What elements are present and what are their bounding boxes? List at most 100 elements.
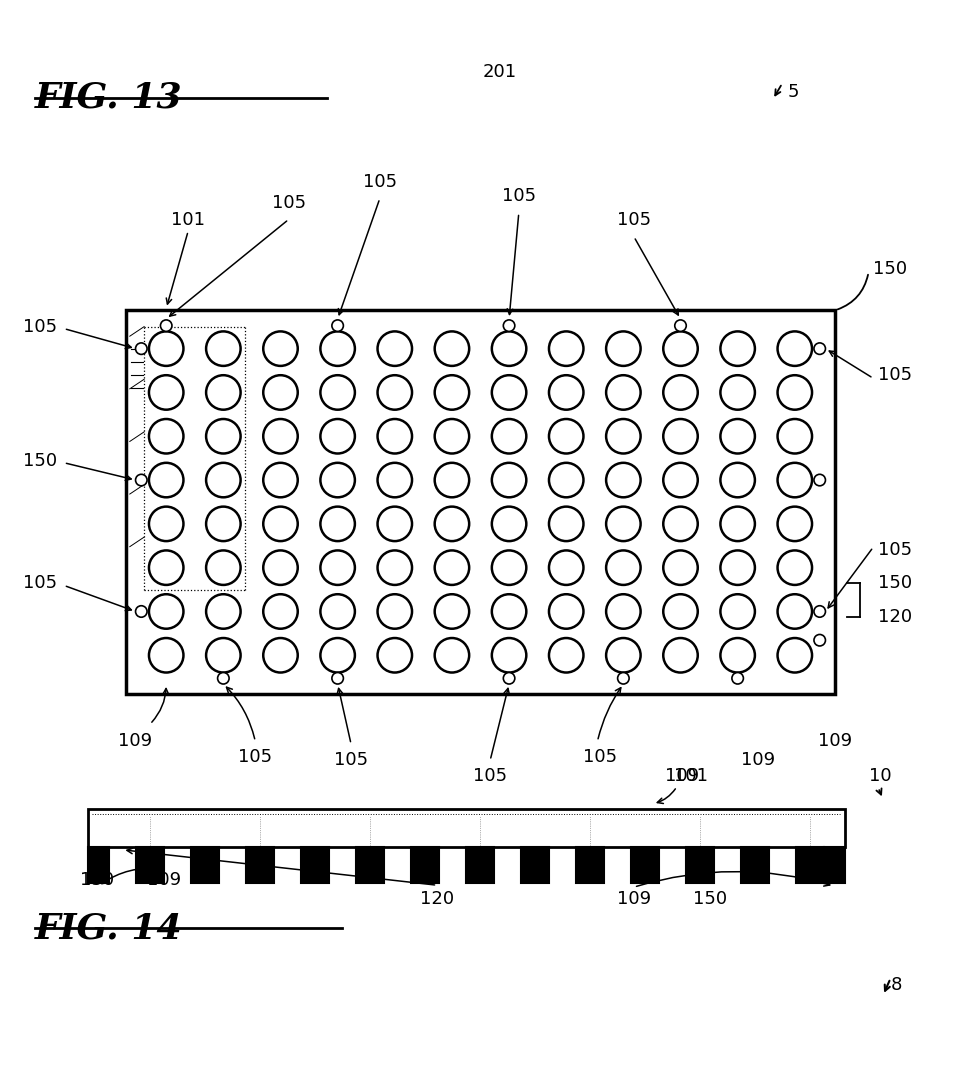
Circle shape: [606, 507, 641, 541]
Text: 105: 105: [617, 211, 651, 229]
Text: 150: 150: [694, 890, 727, 908]
Circle shape: [206, 419, 240, 453]
Circle shape: [777, 550, 812, 585]
Circle shape: [721, 463, 755, 497]
Bar: [191, 847, 219, 884]
Circle shape: [663, 463, 698, 497]
Text: 105: 105: [272, 194, 306, 212]
Circle shape: [149, 638, 184, 673]
Circle shape: [606, 375, 641, 410]
Circle shape: [721, 638, 755, 673]
Circle shape: [332, 673, 343, 684]
Text: 120: 120: [878, 608, 912, 625]
Bar: [521, 847, 549, 884]
Circle shape: [606, 638, 641, 673]
Circle shape: [492, 331, 527, 366]
Circle shape: [206, 375, 240, 410]
Text: 109: 109: [617, 890, 651, 908]
Circle shape: [206, 594, 240, 629]
Circle shape: [320, 594, 355, 629]
Bar: [576, 847, 604, 884]
Circle shape: [549, 594, 583, 629]
Circle shape: [606, 594, 641, 629]
Bar: [246, 847, 274, 884]
Text: 105: 105: [334, 751, 368, 769]
Bar: [796, 847, 824, 884]
Circle shape: [814, 343, 825, 355]
Circle shape: [549, 463, 583, 497]
Text: 109: 109: [118, 731, 153, 750]
Circle shape: [206, 550, 240, 585]
Circle shape: [663, 375, 698, 410]
Circle shape: [663, 419, 698, 453]
Circle shape: [721, 331, 755, 366]
Circle shape: [136, 606, 147, 617]
Circle shape: [434, 331, 469, 366]
Text: FIG. 13: FIG. 13: [35, 80, 183, 115]
Circle shape: [504, 320, 515, 331]
Circle shape: [434, 550, 469, 585]
Circle shape: [663, 638, 698, 673]
Circle shape: [320, 463, 355, 497]
Circle shape: [263, 375, 298, 410]
Circle shape: [320, 375, 355, 410]
Circle shape: [549, 331, 583, 366]
Text: 201: 201: [482, 63, 517, 81]
Circle shape: [663, 550, 698, 585]
Circle shape: [663, 507, 698, 541]
Text: 105: 105: [23, 574, 57, 592]
Circle shape: [378, 507, 412, 541]
Circle shape: [606, 550, 641, 585]
Text: 105: 105: [878, 366, 912, 384]
Circle shape: [434, 507, 469, 541]
Circle shape: [721, 375, 755, 410]
Bar: [126, 311, 835, 694]
Circle shape: [777, 419, 812, 453]
Circle shape: [777, 331, 812, 366]
Text: 105: 105: [238, 749, 272, 766]
Text: 150: 150: [874, 260, 907, 278]
Circle shape: [777, 638, 812, 673]
Text: 150: 150: [23, 452, 57, 470]
Bar: [136, 847, 163, 884]
Circle shape: [492, 507, 527, 541]
Circle shape: [549, 550, 583, 585]
Bar: [631, 847, 658, 884]
Circle shape: [263, 638, 298, 673]
Circle shape: [814, 606, 825, 617]
Circle shape: [206, 331, 240, 366]
Circle shape: [777, 463, 812, 497]
Circle shape: [378, 463, 412, 497]
Circle shape: [492, 550, 527, 585]
Circle shape: [549, 419, 583, 453]
Text: 10: 10: [869, 767, 891, 785]
Circle shape: [492, 638, 527, 673]
Circle shape: [814, 474, 825, 486]
Text: 150: 150: [878, 574, 912, 592]
Text: 105: 105: [23, 318, 57, 335]
Circle shape: [814, 634, 825, 646]
Circle shape: [434, 638, 469, 673]
Circle shape: [492, 463, 527, 497]
Text: 105: 105: [583, 749, 617, 766]
Circle shape: [606, 419, 641, 453]
Text: 120: 120: [420, 890, 455, 908]
Bar: [466, 847, 494, 884]
Text: 109: 109: [741, 751, 776, 769]
Circle shape: [332, 320, 343, 331]
Circle shape: [504, 673, 515, 684]
Circle shape: [434, 594, 469, 629]
Text: FIG. 14: FIG. 14: [35, 911, 183, 945]
Text: 5: 5: [787, 84, 799, 102]
Bar: [87, 809, 845, 847]
Circle shape: [675, 320, 686, 331]
Circle shape: [434, 419, 469, 453]
Circle shape: [434, 375, 469, 410]
Bar: [824, 847, 845, 884]
Circle shape: [663, 594, 698, 629]
Text: 8: 8: [891, 977, 902, 994]
Circle shape: [732, 673, 744, 684]
Circle shape: [378, 419, 412, 453]
Circle shape: [149, 419, 184, 453]
Circle shape: [378, 375, 412, 410]
